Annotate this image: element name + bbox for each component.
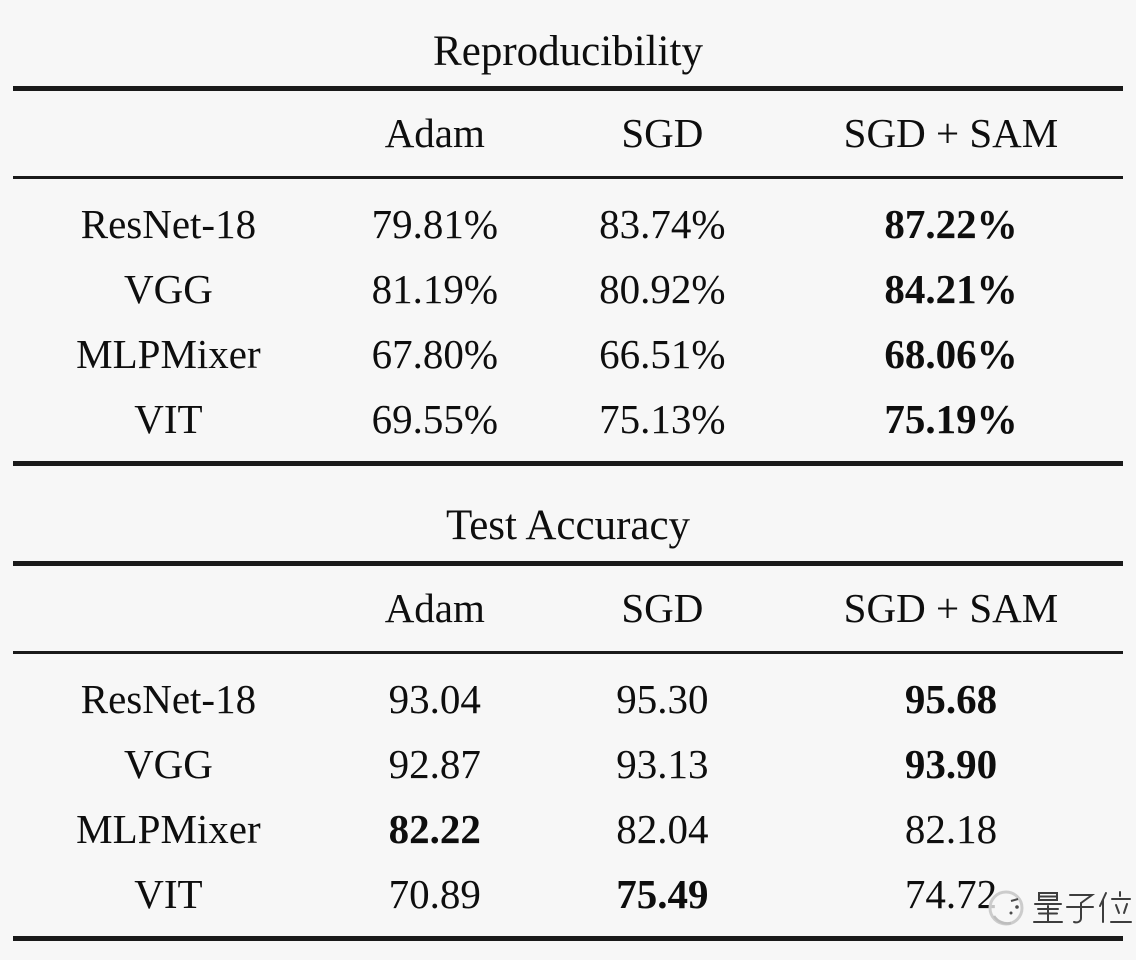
column-header-adam: Adam [384,110,485,156]
table-rule-bottom [13,936,1123,941]
table-cell: 87.22% [884,201,1018,247]
qbitai-logo-icon [988,890,1132,926]
row-label: MLPMixer [76,331,261,377]
column-header-adam: Adam [384,585,485,631]
column-header-sgd-sam: SGD + SAM [843,110,1059,156]
table-cell: 84.21% [884,266,1018,312]
table-body: ResNet-18 93.04 95.30 95.68 VGG 92.87 93… [13,654,1123,936]
table-rule-mid [13,651,1123,654]
column-header-sgd-sam: SGD + SAM [843,585,1059,631]
table-rule-mid [13,176,1123,179]
watermark [982,880,1134,936]
table-row: VIT 69.55% 75.13% 75.19% [13,387,1123,452]
table-cell: 75.19% [884,396,1018,442]
table-cell: 69.55% [371,396,498,442]
table-cell: 95.68 [904,676,998,722]
table-row: VIT 70.89 75.49 74.72 [13,862,1123,927]
table-cell: 75.13% [599,396,726,442]
row-label: ResNet-18 [80,201,257,247]
table-cell: 74.72 [904,871,998,917]
row-label: VGG [123,266,213,312]
row-label: VGG [123,741,213,787]
table-cell: 82.04 [616,806,709,852]
table-cell: 75.49 [616,871,709,917]
watermark-text [1033,891,1132,924]
table-cell: 93.04 [388,676,481,722]
table-rule-top [13,561,1123,566]
row-label: VIT [134,396,203,442]
table-row: ResNet-18 79.81% 83.74% 87.22% [13,192,1123,257]
table-cell: 82.18 [904,806,998,852]
table-rule-top [13,86,1123,91]
table-cell: 68.06% [884,331,1018,377]
table-cell: 93.13 [616,741,709,787]
table-cell: 92.87 [388,741,481,787]
column-header-sgd: SGD [621,110,704,156]
table-cell: 67.80% [371,331,498,377]
table-body: ResNet-18 79.81% 83.74% 87.22% VGG 81.19… [13,179,1123,461]
table-cell: 80.92% [599,266,726,312]
table-title: Test Accuracy [445,502,691,549]
table-cell: 82.22 [388,806,481,852]
table-cell: 95.30 [616,676,709,722]
column-header-sgd: SGD [621,585,704,631]
table-rule-bottom [13,461,1123,466]
row-label: ResNet-18 [80,676,257,722]
row-label: VIT [134,871,203,917]
table-cell: 66.51% [599,331,726,377]
reproducibility-table: Reproducibility Adam SGD SGD + SAM ResNe… [13,0,1123,466]
table-row: ResNet-18 93.04 95.30 95.68 [13,667,1123,732]
table-cell: 79.81% [371,201,498,247]
table-title: Reproducibility [433,28,703,75]
table-header-row: Adam SGD SGD + SAM [13,566,1123,651]
table-row: VGG 92.87 93.13 93.90 [13,732,1123,797]
table-cell: 70.89 [388,871,481,917]
table-cell: 81.19% [371,266,498,312]
table-cell: 83.74% [599,201,726,247]
test-accuracy-table: Test Accuracy Adam SGD SGD + SAM ResNet-… [13,466,1123,941]
table-header-row: Adam SGD SGD + SAM [13,91,1123,176]
table-row: VGG 81.19% 80.92% 84.21% [13,257,1123,322]
row-label: MLPMixer [76,806,261,852]
table-row: MLPMixer 82.22 82.04 82.18 [13,797,1123,862]
table-row: MLPMixer 67.80% 66.51% 68.06% [13,322,1123,387]
table-cell: 93.90 [904,741,998,787]
